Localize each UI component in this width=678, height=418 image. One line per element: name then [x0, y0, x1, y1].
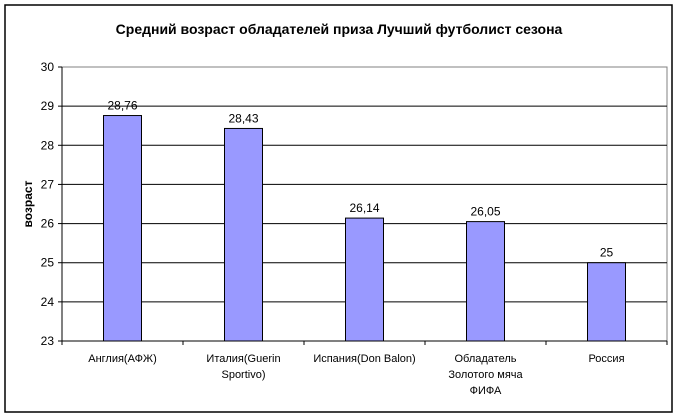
y-tick-label: 29	[41, 99, 55, 113]
x-category-label-line: Золотого мяча	[448, 369, 523, 381]
x-category-label: Обладатель Золотого мяча ФИФА	[448, 353, 523, 397]
bar	[103, 115, 142, 342]
y-tick-label: 28	[41, 138, 55, 152]
bar	[345, 217, 384, 342]
x-category-label: Россия	[588, 353, 624, 365]
x-category-label: Италия(Guerin Sportivo)	[206, 353, 280, 381]
bar	[587, 262, 626, 342]
x-category-label: Англия(АФЖ)	[88, 353, 157, 365]
x-category-label-line: Англия(АФЖ)	[88, 353, 157, 365]
y-tick-label: 24	[41, 295, 55, 309]
y-tick-label: 27	[41, 177, 55, 191]
x-category-label: Испания(Don Balon)	[313, 353, 415, 365]
chart-title: Средний возраст обладателей приза Лучший…	[116, 21, 563, 37]
data-label: 26,14	[349, 201, 379, 215]
y-tick-label: 26	[41, 217, 55, 231]
bar	[466, 221, 505, 342]
y-tick-label: 25	[41, 256, 55, 270]
bar	[224, 127, 263, 342]
data-label: 28,43	[228, 111, 258, 125]
x-category-label-line: Испания(Don Balon)	[313, 353, 415, 365]
y-tick-label: 23	[41, 334, 55, 348]
data-label: 26,05	[470, 205, 500, 219]
y-tick-label: 30	[41, 60, 55, 74]
x-category-label-line: Италия(Guerin	[206, 353, 280, 365]
x-category-label-line: Sportivo)	[221, 369, 265, 381]
x-category-label-line: Обладатель	[454, 353, 516, 365]
x-category-label-line: ФИФА	[470, 385, 502, 397]
x-category-label-line: Россия	[588, 353, 624, 365]
data-label: 25	[600, 246, 614, 260]
data-label: 28,76	[107, 99, 137, 113]
y-axis-label: возраст	[21, 180, 35, 227]
